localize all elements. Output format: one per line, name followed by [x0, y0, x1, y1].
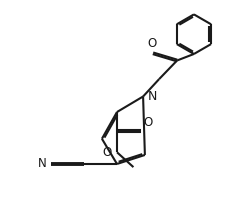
Text: O: O	[103, 145, 112, 159]
Text: O: O	[143, 116, 153, 129]
Text: N: N	[148, 90, 158, 103]
Text: N: N	[38, 157, 47, 171]
Text: O: O	[147, 37, 156, 50]
